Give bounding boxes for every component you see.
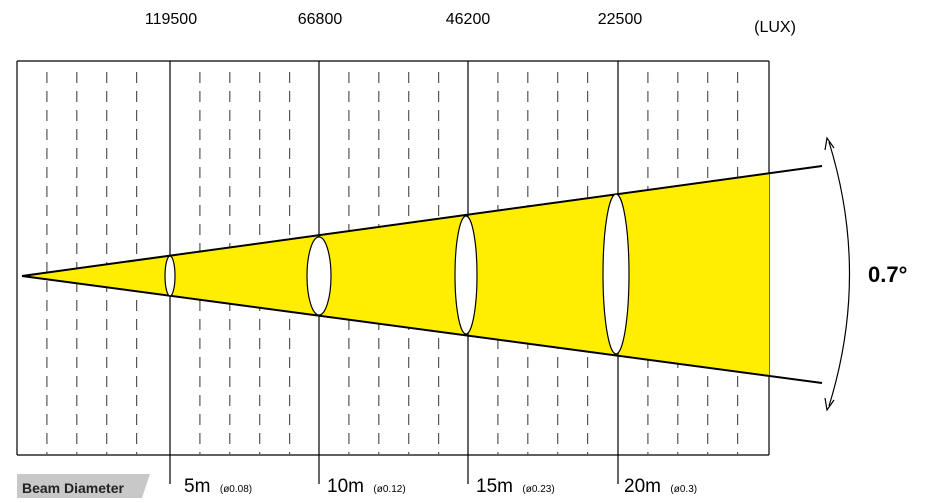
distance-value-5m: 5m (184, 476, 210, 497)
beam-ellipse-20m (602, 193, 630, 355)
lux-label-15m: 46200 (446, 11, 491, 28)
diameter-value-5m: (ø0.08) (220, 484, 252, 495)
diameter-value-20m: (ø0.3) (670, 484, 697, 495)
legend-box (17, 474, 150, 498)
grid-frame (16, 60, 770, 456)
beam-ellipse-5m (164, 255, 176, 297)
legend-label: Beam Diameter (22, 480, 124, 496)
beam-cross-sections (164, 193, 630, 355)
beam-edge-upper (21, 165, 823, 277)
unit-label: (LUX) (754, 19, 796, 36)
distance-value-10m: 10m (327, 476, 364, 497)
beam-edges (21, 165, 823, 384)
lux-label-20m: 22500 (598, 11, 643, 28)
diameter-value-15m: (ø0.23) (522, 484, 554, 495)
distance-value-15m: 15m (476, 476, 513, 497)
beam-ellipse-10m (306, 236, 332, 316)
lux-label-5m: 119500 (145, 11, 197, 28)
angle-label: 0.7° (868, 262, 907, 287)
angle-arrow-top-icon (824, 136, 835, 151)
angle-arc (828, 141, 851, 407)
distance-label-20m: 20m (ø0.3) (624, 476, 697, 497)
angle-arrow-bottom-icon (824, 397, 835, 412)
lux-labels: 119500 66800 46200 22500 (LUX) (145, 11, 796, 36)
angle-indicator (824, 136, 851, 412)
distance-labels: 5m (ø0.08) 10m (ø0.12) 15m (ø0.23) 20m (… (184, 476, 697, 497)
distance-value-20m: 20m (624, 476, 661, 497)
distance-label-5m: 5m (ø0.08) (184, 476, 252, 497)
lux-label-10m: 66800 (298, 11, 343, 28)
distance-label-15m: 15m (ø0.23) (476, 476, 555, 497)
beam-cone (22, 173, 769, 376)
beam-edge-lower (21, 275, 823, 384)
beam-ellipse-15m (454, 215, 478, 335)
distance-label-10m: 10m (ø0.12) (327, 476, 406, 497)
diameter-value-10m: (ø0.12) (373, 484, 405, 495)
